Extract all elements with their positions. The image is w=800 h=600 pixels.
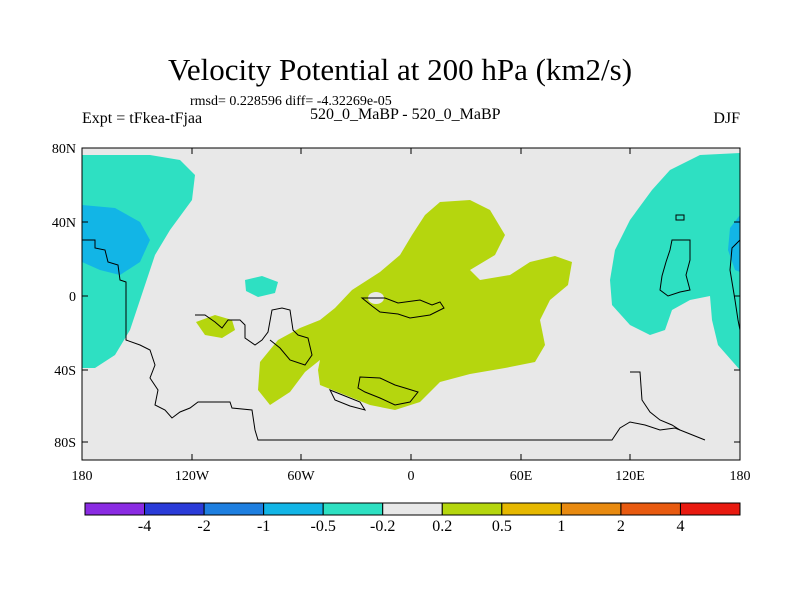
lon-tick-label: 120E [615, 469, 645, 484]
season-label: DJF [713, 110, 740, 127]
colorbar-swatch [501, 502, 562, 516]
contour-region-positive-central [258, 200, 572, 410]
colorbar [84, 502, 741, 516]
colorbar-label: -2 [197, 518, 211, 535]
colorbar-swatch [322, 502, 384, 516]
stats-label: rmsd= 0.228596 diff= -4.32269e-05 [190, 94, 392, 109]
colorbar-label: -4 [137, 518, 152, 535]
contour-region-positive-small [196, 315, 235, 338]
lon-tick-label: 60W [287, 469, 315, 484]
lon-tick-label: 180 [72, 469, 93, 484]
colorbar-label: 0.2 [432, 518, 453, 535]
lat-tick-label: 80S [54, 436, 76, 451]
colorbar-label: 1 [557, 518, 566, 535]
colorbar-swatch [560, 502, 622, 516]
lat-tick-label: 0 [69, 290, 76, 305]
lon-tick-label: 0 [408, 469, 415, 484]
colorbar-swatch [679, 502, 741, 516]
contour-region-small-negative [245, 276, 278, 297]
colorbar-label: -0.5 [310, 518, 336, 535]
lon-tick-label: 120W [175, 469, 210, 484]
colorbar-swatch [84, 502, 146, 516]
colorbar-swatch [263, 502, 324, 516]
colorbar-label: 2 [616, 518, 625, 535]
colorbar-label: 0.5 [491, 518, 512, 535]
lat-axis: 80N 40N 0 40S 80S [52, 142, 740, 451]
colorbar-swatch [441, 502, 503, 516]
experiment-label: Expt = tFkea-tFjaa [82, 110, 203, 127]
contour-region-strong-negative-west [82, 205, 150, 275]
colorbar-swatch [203, 502, 265, 516]
colorbar-label: -1 [256, 518, 271, 535]
colorbar-label: 4 [676, 518, 685, 535]
case-label: 520_0_MaBP - 520_0_MaBP [310, 106, 501, 123]
colorbar-swatch [144, 502, 205, 516]
colorbar-swatch [620, 502, 681, 516]
lat-tick-label: 40N [52, 216, 76, 231]
colorbar-label: -0.2 [370, 518, 396, 535]
map-title: Velocity Potential at 200 hPa (km2/s) [167, 52, 633, 87]
lat-tick-label: 80N [52, 142, 76, 157]
lon-axis: 180 120W 60W 0 60E 120E 180 [72, 148, 751, 484]
contour-region-negative-east [610, 153, 740, 370]
colorbar-swatch [382, 502, 443, 516]
lon-tick-label: 180 [730, 469, 751, 484]
lon-tick-label: 60E [510, 469, 533, 484]
coastlines [82, 214, 741, 441]
lat-tick-label: 40S [54, 364, 76, 379]
